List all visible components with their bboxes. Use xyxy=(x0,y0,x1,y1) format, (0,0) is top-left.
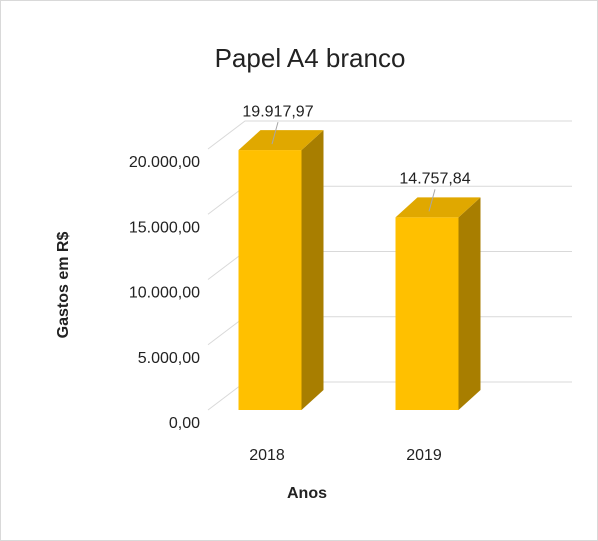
x-tick-label: 2019 xyxy=(406,447,442,464)
bar-top xyxy=(395,197,481,218)
y-tick-label: 10.000,00 xyxy=(129,285,200,302)
x-tick-label: 2018 xyxy=(249,447,285,464)
bar-side xyxy=(458,197,481,410)
x-axis-label: Anos xyxy=(287,485,327,502)
value-label: 14.757,84 xyxy=(399,171,470,188)
leader-line xyxy=(271,121,279,145)
chart-title: Papel A4 branco xyxy=(215,43,406,73)
bar xyxy=(238,150,302,410)
bar xyxy=(395,217,459,410)
y-tick-label: 5.000,00 xyxy=(138,350,200,367)
bar-top xyxy=(238,130,324,151)
grid-line xyxy=(207,120,572,150)
value-label: 19.917,97 xyxy=(242,103,313,120)
bar-side xyxy=(301,130,324,410)
leader-line xyxy=(428,189,436,212)
y-tick-label: 0,00 xyxy=(169,415,200,432)
y-tick-label: 15.000,00 xyxy=(129,219,200,236)
y-axis-label: Gastos em R$ xyxy=(55,232,72,339)
y-tick-label: 20.000,00 xyxy=(129,154,200,171)
